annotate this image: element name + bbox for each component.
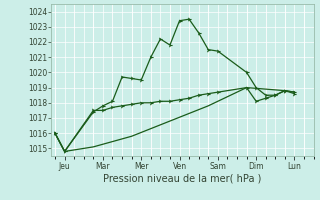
X-axis label: Pression niveau de la mer( hPa ): Pression niveau de la mer( hPa )	[103, 173, 261, 183]
